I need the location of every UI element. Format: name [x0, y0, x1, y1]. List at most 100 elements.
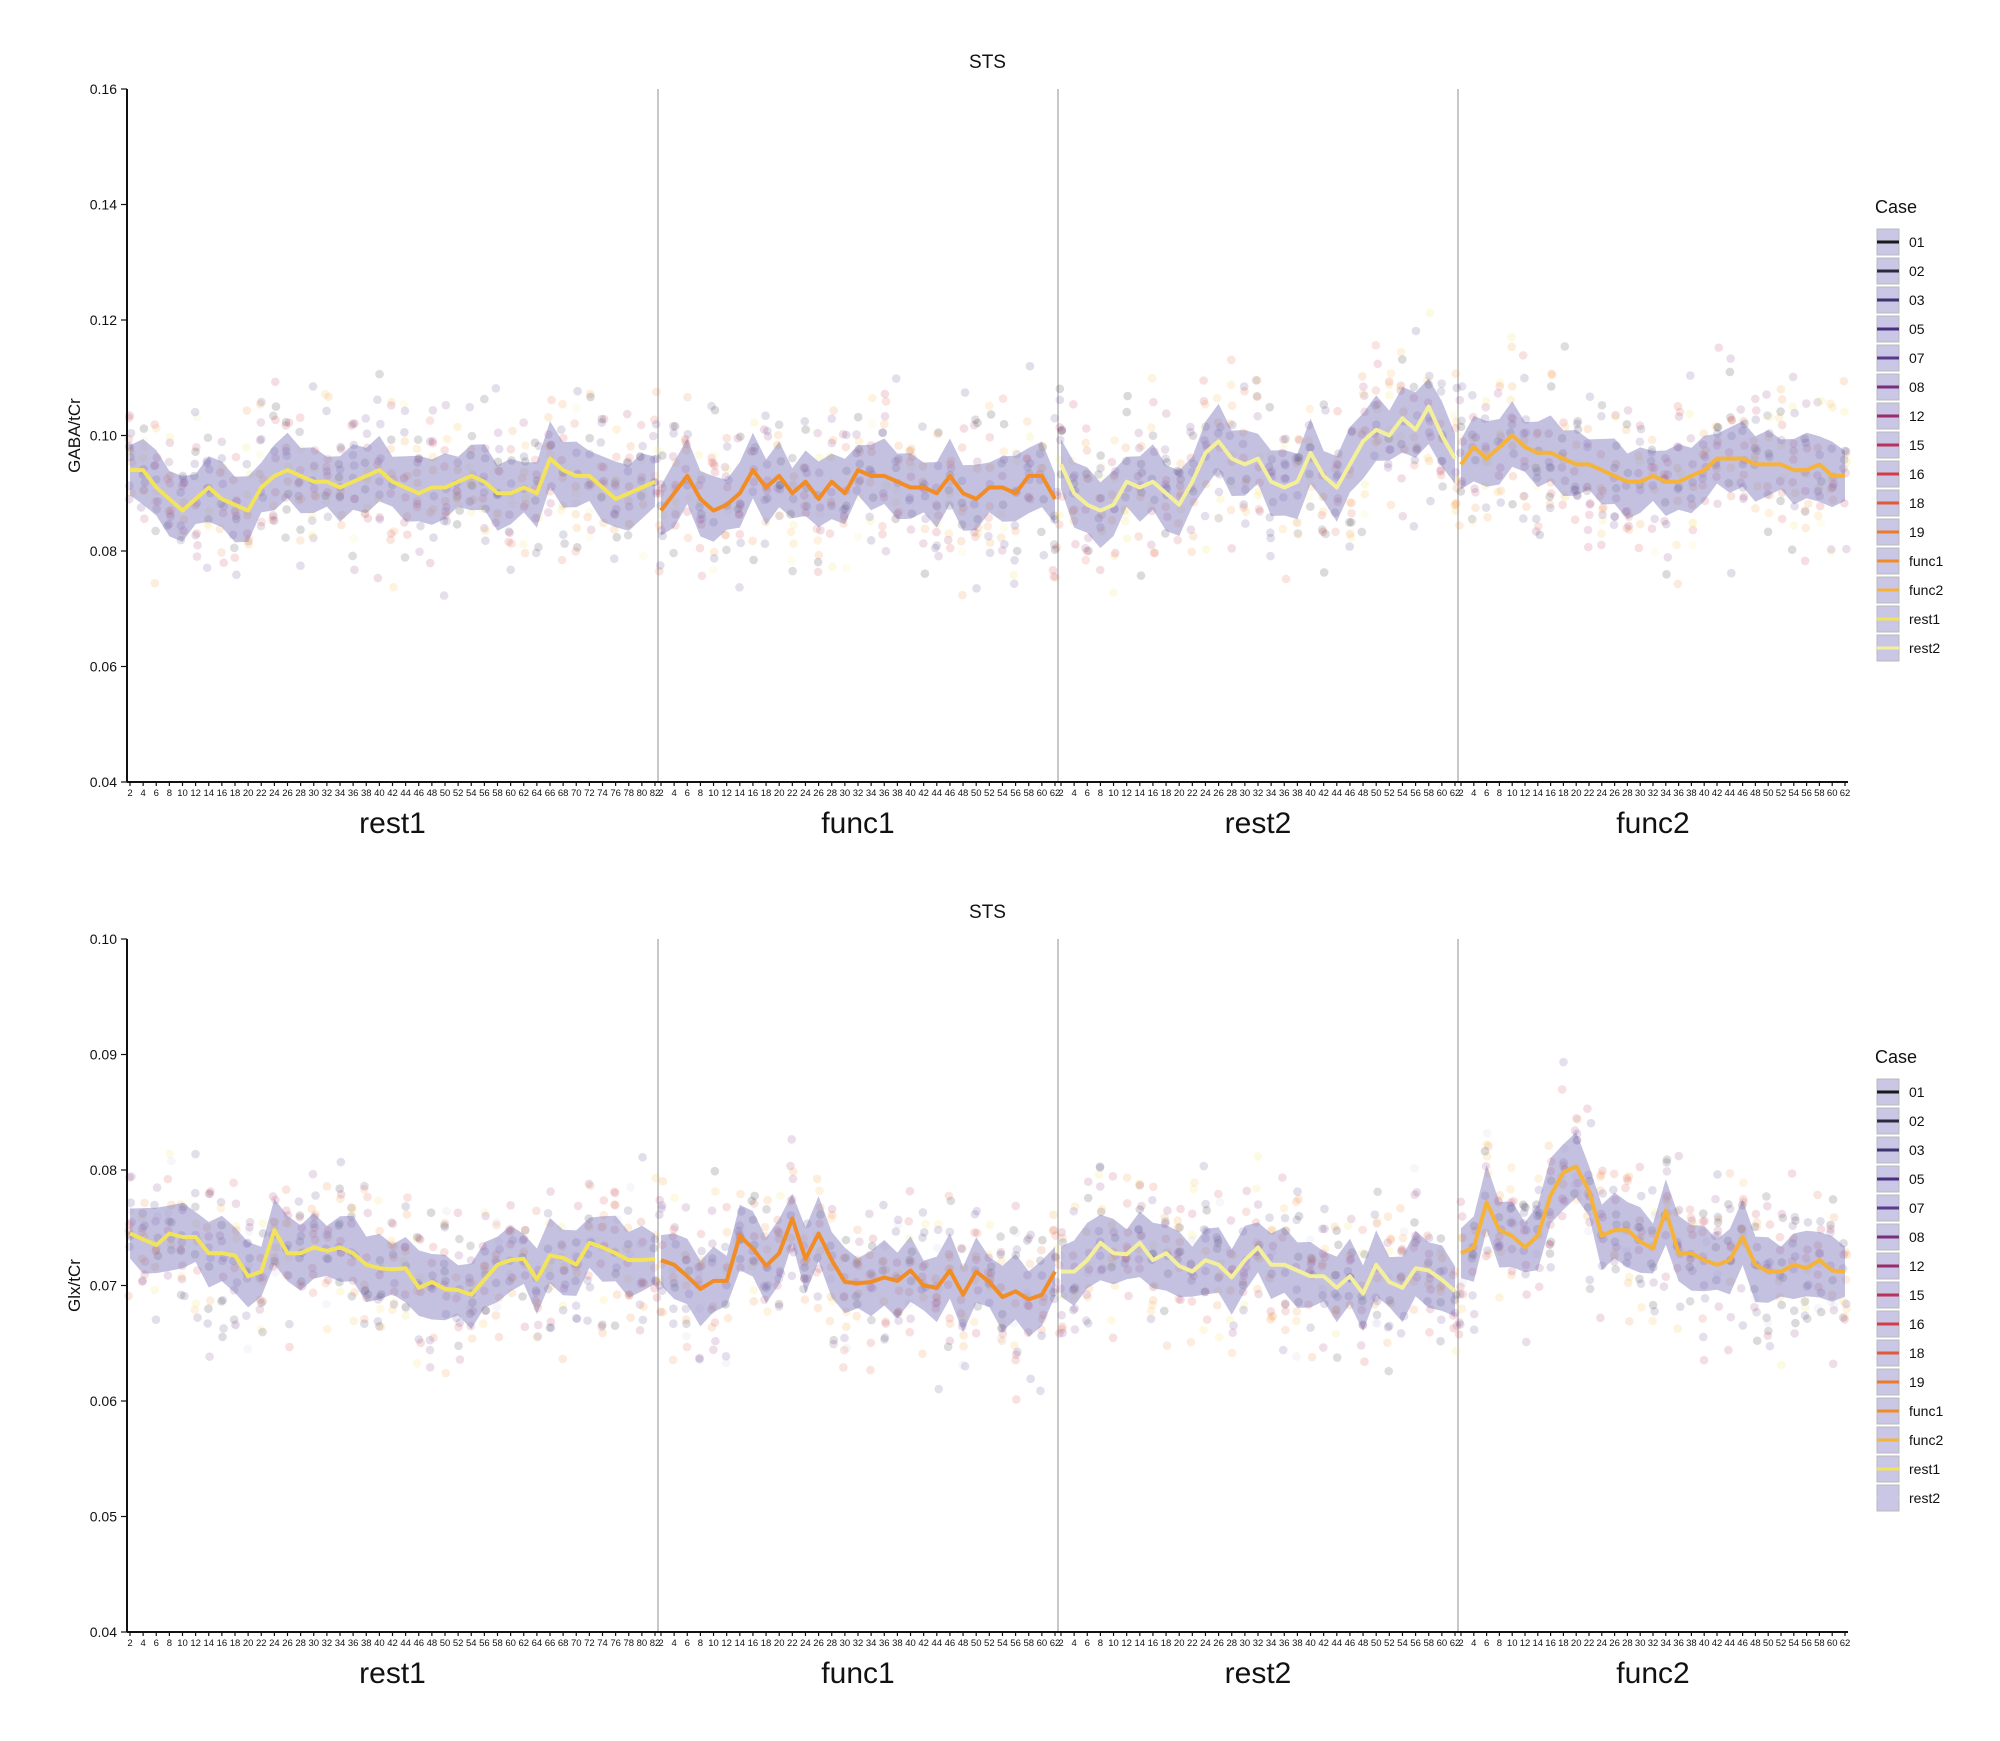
- data-point: [1280, 1213, 1290, 1223]
- x-tick-label: 36: [348, 1638, 359, 1649]
- x-tick-label: 30: [1635, 788, 1646, 799]
- legend-label: 18: [1909, 495, 1925, 511]
- x-tick-label: 38: [1292, 1638, 1303, 1649]
- data-point: [1469, 1325, 1479, 1335]
- data-point: [1714, 1302, 1724, 1311]
- data-point: [425, 1345, 435, 1355]
- data-point: [710, 451, 719, 460]
- x-tick-label: 16: [748, 788, 759, 799]
- data-point: [1457, 382, 1467, 391]
- x-tick-label: 62: [1840, 788, 1851, 799]
- data-point: [269, 446, 279, 456]
- data-point: [1726, 491, 1736, 501]
- data-point: [191, 1149, 200, 1159]
- data-point: [493, 457, 503, 467]
- data-point: [985, 1220, 995, 1230]
- data-point: [1253, 1152, 1263, 1161]
- data-point: [1456, 422, 1466, 432]
- legend-label: 07: [1909, 1200, 1925, 1216]
- data-point: [412, 499, 422, 509]
- x-tick-label: 32: [1253, 1638, 1264, 1649]
- data-point: [322, 462, 331, 472]
- data-point: [697, 1246, 706, 1256]
- data-point: [1506, 1185, 1515, 1194]
- data-point: [1765, 412, 1775, 422]
- data-point: [658, 1307, 668, 1317]
- data-point: [669, 1319, 678, 1328]
- legend-label: func2: [1909, 582, 1943, 598]
- x-tick-label: 68: [558, 1638, 569, 1649]
- data-point: [285, 1342, 294, 1352]
- data-point: [1726, 354, 1735, 363]
- data-point: [734, 510, 744, 520]
- data-point: [841, 1235, 851, 1245]
- data-point: [866, 477, 875, 487]
- data-point: [307, 530, 317, 540]
- data-point: [1148, 431, 1158, 441]
- data-point: [1320, 1204, 1329, 1214]
- data-point: [1281, 574, 1291, 584]
- data-point: [892, 485, 901, 495]
- data-point: [1396, 1328, 1406, 1338]
- data-point: [151, 526, 160, 536]
- x-tick-label: 52: [1384, 1638, 1395, 1649]
- x-tick-label: 28: [1622, 788, 1633, 799]
- data-point: [867, 420, 877, 429]
- legend-label: func1: [1909, 1403, 1943, 1419]
- data-point: [1012, 1228, 1021, 1238]
- data-point: [609, 525, 619, 534]
- data-point: [1025, 459, 1035, 468]
- data-point: [571, 488, 580, 498]
- data-point: [1398, 511, 1408, 521]
- data-point: [163, 1174, 173, 1184]
- data-point: [1647, 435, 1657, 445]
- data-point: [281, 446, 291, 456]
- data-point: [479, 488, 489, 497]
- data-point: [709, 459, 718, 468]
- data-point: [1597, 540, 1606, 550]
- data-point: [281, 1185, 291, 1194]
- data-point: [906, 525, 916, 534]
- x-tick-label: 60: [505, 1638, 516, 1649]
- x-tick-label: 56: [1010, 788, 1021, 799]
- data-point: [827, 1204, 837, 1214]
- data-point: [480, 526, 490, 535]
- x-tick-label: 2: [658, 788, 663, 799]
- data-point: [546, 450, 555, 460]
- legend-label: func1: [1909, 553, 1943, 569]
- legend-label: 16: [1909, 1316, 1925, 1332]
- data-point: [243, 529, 252, 538]
- x-tick-label: 56: [1410, 1638, 1421, 1649]
- data-point: [360, 1181, 369, 1191]
- x-tick-label: 4: [1471, 788, 1476, 799]
- data-point: [1227, 544, 1237, 553]
- data-point: [373, 573, 383, 583]
- x-tick-label: 10: [708, 788, 719, 799]
- data-point: [412, 1359, 422, 1368]
- data-point: [218, 1332, 227, 1342]
- data-point: [190, 407, 200, 417]
- data-point: [360, 508, 370, 518]
- data-point: [242, 490, 252, 499]
- data-point: [559, 433, 568, 443]
- data-point: [749, 477, 759, 487]
- data-point: [655, 567, 664, 576]
- data-point: [453, 458, 463, 467]
- data-point: [828, 562, 837, 572]
- data-point: [1057, 426, 1067, 435]
- x-tick-label: 18: [230, 788, 241, 799]
- data-point: [918, 1349, 927, 1359]
- data-point: [1291, 1316, 1301, 1326]
- data-point: [429, 533, 438, 542]
- data-point: [322, 467, 332, 476]
- data-point: [710, 461, 719, 471]
- data-point: [611, 476, 620, 486]
- data-point: [1083, 1193, 1093, 1203]
- data-point: [480, 453, 490, 463]
- data-point: [997, 1336, 1007, 1346]
- data-point: [866, 1338, 876, 1348]
- data-point: [1426, 496, 1435, 506]
- x-tick-label: 40: [905, 788, 916, 799]
- data-point: [1481, 503, 1491, 512]
- data-point: [722, 1227, 732, 1237]
